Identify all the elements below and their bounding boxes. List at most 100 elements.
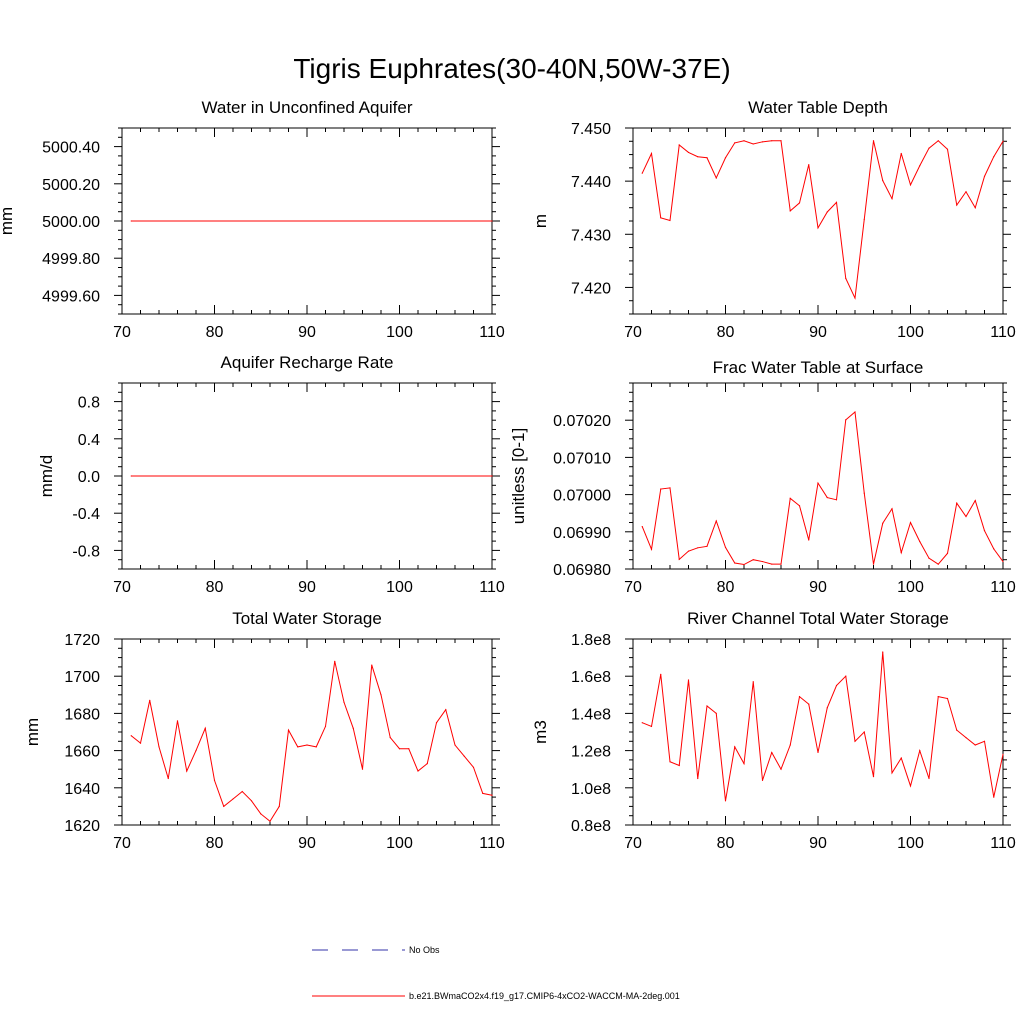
data-point xyxy=(149,699,151,701)
y-tick-label: 7.420 xyxy=(571,280,611,297)
data-point xyxy=(706,157,708,159)
x-tick-label: 70 xyxy=(624,579,642,596)
y-axis-label: mm xyxy=(23,718,42,746)
data-point xyxy=(260,813,262,815)
data-point xyxy=(641,525,643,528)
panel-title: Water in Unconfined Aquifer xyxy=(201,98,412,117)
data-point xyxy=(808,703,810,705)
panel-title: River Channel Total Water Storage xyxy=(687,609,949,628)
data-point xyxy=(297,746,299,748)
data-point xyxy=(472,766,475,768)
x-tick-label: 90 xyxy=(298,579,316,596)
data-point xyxy=(660,217,662,219)
legend: No Obs b.e21.BWmaCO2x4.f19_g17.CMIP6-4xC… xyxy=(312,945,680,1001)
y-tick-label: -0.4 xyxy=(72,506,100,523)
data-point xyxy=(724,157,727,159)
x-tick-label: 80 xyxy=(206,579,224,596)
x-tick-label: 70 xyxy=(624,324,642,341)
y-axis-label: mm xyxy=(0,207,16,235)
data-point xyxy=(919,165,921,167)
x-tick-label: 100 xyxy=(897,835,924,852)
data-point xyxy=(798,202,801,204)
data-point xyxy=(909,184,912,186)
data-point xyxy=(315,746,317,748)
data-point xyxy=(826,211,828,213)
data-point xyxy=(863,731,865,733)
data-point xyxy=(715,177,717,179)
y-tick-label: 0.07000 xyxy=(553,488,611,505)
panel-aquifer-recharge-rate: Aquifer Recharge Rate 70 80 90 100 110 -0.8 -0.… xyxy=(37,353,505,596)
x-tick-label: 90 xyxy=(298,835,316,852)
data-point xyxy=(697,547,699,549)
data-point xyxy=(909,521,912,524)
data-point xyxy=(130,475,132,477)
y-tick-label: 0.0 xyxy=(78,469,100,486)
y-axis-label: m3 xyxy=(531,720,550,744)
data-point xyxy=(937,140,939,142)
plot-frame xyxy=(121,638,493,826)
data-point xyxy=(993,156,995,158)
data-point xyxy=(826,496,828,499)
y-tick-label: 0.07020 xyxy=(553,413,611,430)
x-tick-label: 110 xyxy=(990,835,1016,852)
data-point xyxy=(752,559,754,561)
data-point xyxy=(176,720,179,722)
y-tick-label: 0.06980 xyxy=(553,562,611,579)
data-point xyxy=(687,151,690,154)
data-point xyxy=(408,748,410,750)
y-tick-label: 4999.80 xyxy=(42,251,100,268)
data-point xyxy=(891,508,893,510)
x-tick-label: 110 xyxy=(990,579,1016,596)
data-point xyxy=(965,736,967,739)
data-point xyxy=(287,729,290,731)
data-point xyxy=(130,220,132,222)
data-point xyxy=(946,552,949,554)
data-point xyxy=(278,805,280,808)
y-tick-label: 5000.40 xyxy=(42,140,100,157)
data-point xyxy=(641,722,643,724)
data-point xyxy=(845,419,847,421)
data-point xyxy=(715,520,717,522)
x-tick-label: 110 xyxy=(479,324,505,341)
x-tick-label: 80 xyxy=(206,324,224,341)
y-tick-label: 5000.00 xyxy=(42,214,100,231)
data-point xyxy=(734,142,736,144)
legend-label-no-obs: No Obs xyxy=(409,945,440,955)
data-point xyxy=(956,204,958,206)
x-tick-label: 110 xyxy=(479,835,505,852)
panel-water-in-unconfined-aquifer: Water in Unconfined Aquifer 70 80 90 100 110 4… xyxy=(0,98,505,341)
data-point xyxy=(660,488,662,490)
data-point xyxy=(1002,140,1004,142)
data-point xyxy=(900,757,902,759)
data-point xyxy=(724,546,727,549)
y-axis-label: unitless [0-1] xyxy=(509,428,528,524)
y-tick-label: 1.8e8 xyxy=(571,632,611,649)
y-tick-label: 0.07010 xyxy=(553,450,611,467)
series-line-water-table-depth xyxy=(641,140,1004,300)
x-tick-label: 70 xyxy=(113,835,131,852)
panel-frac-water-table-at-surface: Frac Water Table at Surface 70 80 90 100 110 0… xyxy=(509,358,1016,596)
data-point xyxy=(854,297,856,299)
panel-total-water-storage: Total Water Storage 70 80 90 100 110 1620 1640 1… xyxy=(23,609,505,852)
x-tick-label: 110 xyxy=(990,324,1016,341)
data-point xyxy=(715,712,717,715)
data-point xyxy=(789,497,791,499)
data-point xyxy=(324,725,327,728)
data-point xyxy=(882,522,884,524)
panel-title: Frac Water Table at Surface xyxy=(713,358,924,377)
data-point xyxy=(882,651,884,653)
data-point xyxy=(687,679,690,681)
panel-river-channel-total-water-storage: River Channel Total Water Storage 70 80 90 1… xyxy=(531,609,1016,852)
data-point xyxy=(826,707,828,709)
data-point xyxy=(835,684,838,687)
data-point xyxy=(845,277,847,279)
data-point xyxy=(435,722,438,724)
data-point xyxy=(919,540,921,543)
y-tick-label: 1.6e8 xyxy=(571,669,611,686)
plot-frame xyxy=(632,638,1004,826)
data-point xyxy=(983,530,986,532)
data-point xyxy=(697,777,699,780)
data-point xyxy=(854,411,856,413)
data-point xyxy=(872,563,875,565)
x-tick-label: 90 xyxy=(809,579,827,596)
